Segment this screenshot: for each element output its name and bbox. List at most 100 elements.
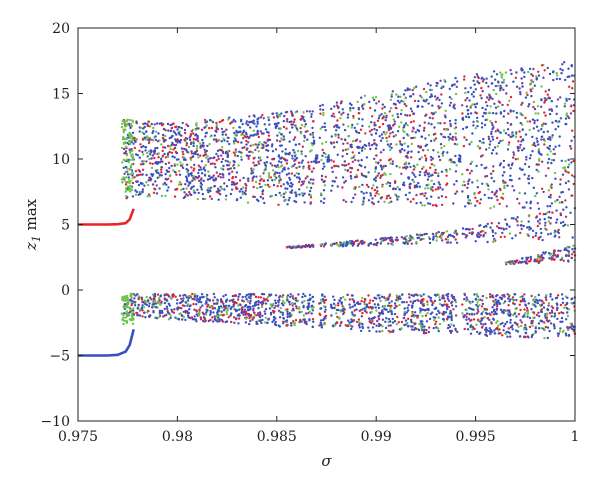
scatter-point <box>466 168 469 172</box>
scatter-point <box>253 115 256 118</box>
scatter-point <box>520 140 523 143</box>
scatter-point <box>133 176 136 179</box>
scatter-point <box>519 143 522 147</box>
scatter-point <box>221 130 224 134</box>
scatter-point <box>544 325 548 329</box>
scatter-point <box>540 85 543 88</box>
scatter-point <box>505 330 508 334</box>
scatter-point <box>158 175 161 179</box>
scatter-point <box>184 183 187 186</box>
scatter-point <box>309 196 313 199</box>
scatter-point <box>198 297 202 301</box>
scatter-point <box>512 156 515 159</box>
scatter-point <box>384 236 387 240</box>
scatter-point <box>218 189 221 192</box>
scatter-point <box>324 314 328 317</box>
scatter-point <box>556 120 559 124</box>
scatter-point <box>173 144 176 147</box>
scatter-point <box>160 174 163 177</box>
scatter-point <box>197 300 200 304</box>
scatter-point <box>333 125 336 128</box>
scatter-point <box>256 312 260 315</box>
scatter-point <box>351 123 354 127</box>
scatter-point <box>270 305 274 308</box>
scatter-point <box>319 319 323 322</box>
scatter-point <box>472 120 475 124</box>
scatter-point <box>441 239 444 242</box>
scatter-point <box>376 294 380 297</box>
scatter-point <box>282 304 285 307</box>
scatter-point <box>335 164 338 168</box>
scatter-point <box>417 181 420 185</box>
scatter-point <box>544 296 547 299</box>
scatter-point <box>549 138 552 141</box>
scatter-point <box>566 301 569 305</box>
scatter-point <box>134 189 137 192</box>
scatter-point <box>507 133 510 137</box>
scatter-point <box>412 328 416 331</box>
scatter-point <box>540 135 544 138</box>
scatter-point <box>128 188 131 192</box>
scatter-point <box>519 319 522 322</box>
scatter-point <box>206 309 209 312</box>
scatter-point <box>385 136 388 140</box>
scatter-point <box>196 134 199 138</box>
upper-periodic-curve <box>78 208 135 226</box>
scatter-point <box>152 191 156 194</box>
scatter-point <box>368 301 371 305</box>
scatter-point <box>201 138 204 142</box>
scatter-point <box>168 166 171 170</box>
scatter-point <box>267 174 271 177</box>
scatter-point <box>540 310 543 313</box>
scatter-point <box>430 179 433 182</box>
scatter-point <box>490 152 494 155</box>
scatter-point <box>202 166 206 169</box>
scatter-point <box>275 112 278 115</box>
scatter-point <box>124 180 128 184</box>
scatter-point <box>545 294 548 297</box>
scatter-point <box>524 262 528 265</box>
scatter-point <box>291 304 294 307</box>
scatter-point <box>349 171 352 174</box>
scatter-point <box>289 295 292 299</box>
scatter-point <box>530 80 534 83</box>
scatter-point <box>122 130 126 134</box>
scatter-point <box>513 262 516 266</box>
scatter-point <box>198 179 201 182</box>
scatter-point <box>357 324 361 327</box>
scatter-point <box>430 158 433 162</box>
scatter-point <box>158 315 161 318</box>
scatter-point <box>463 136 466 139</box>
scatter-point <box>160 160 163 163</box>
scatter-point <box>185 167 188 171</box>
scatter-point <box>185 296 189 299</box>
scatter-point <box>262 117 265 120</box>
scatter-point <box>245 143 248 146</box>
scatter-point <box>288 131 292 134</box>
scatter-point <box>488 318 491 322</box>
scatter-point <box>385 182 388 185</box>
scatter-point <box>402 241 405 244</box>
scatter-point <box>310 170 314 173</box>
scatter-point <box>199 186 203 189</box>
scatter-point <box>450 318 453 322</box>
scatter-point <box>550 315 553 318</box>
scatter-point <box>363 143 366 147</box>
scatter-point <box>558 135 561 138</box>
scatter-point <box>430 123 433 126</box>
scatter-point <box>217 157 220 161</box>
scatter-point <box>446 182 449 185</box>
scatter-point <box>492 205 496 208</box>
scatter-point <box>395 322 398 326</box>
scatter-point <box>517 313 521 316</box>
scatter-point <box>252 129 255 132</box>
scatter-point <box>240 155 243 159</box>
scatter-point <box>192 189 195 192</box>
scatter-point <box>312 306 315 309</box>
scatter-point <box>280 161 283 164</box>
scatter-point <box>350 157 353 160</box>
scatter-point <box>260 301 263 304</box>
scatter-point <box>395 305 398 308</box>
scatter-point <box>183 147 186 151</box>
scatter-point <box>406 240 409 243</box>
